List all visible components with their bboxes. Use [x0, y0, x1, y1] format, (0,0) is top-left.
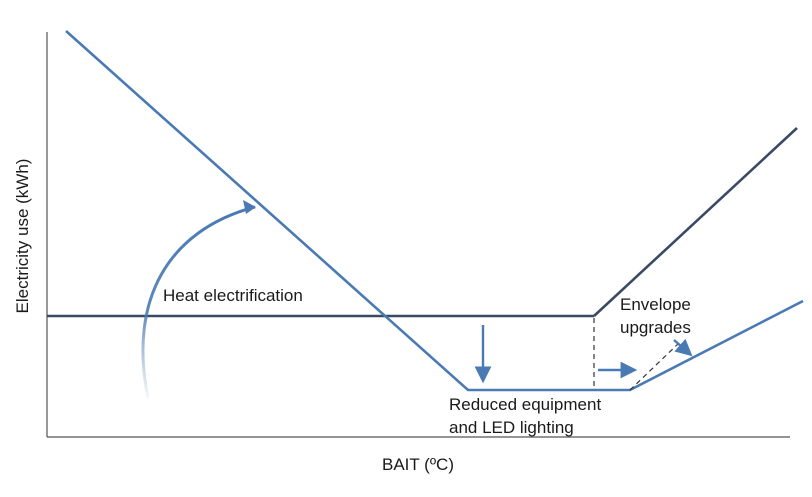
heat-electrification-label: Heat electrification	[163, 286, 303, 305]
heat-electrification-arrow	[141, 205, 256, 399]
reduced-equipment-label-line1: Reduced equipment	[449, 395, 601, 414]
reduced-equipment-label-line2: and LED lighting	[449, 418, 574, 437]
heat-electrification-arrowhead	[243, 200, 256, 214]
envelope-diagonal-arrow	[673, 338, 693, 357]
dashed-shift-guide	[629, 341, 681, 391]
improved-curve	[65, 30, 804, 392]
y-axis-title: Electricity use (kWh)	[13, 159, 32, 314]
envelope-upgrades-label-line1: Envelope	[620, 295, 691, 314]
x-axis-title: BAIT (ºC)	[382, 455, 454, 474]
envelope-upgrades-label-line2: upgrades	[620, 318, 691, 337]
baseline-cooling-segment	[593, 127, 798, 317]
